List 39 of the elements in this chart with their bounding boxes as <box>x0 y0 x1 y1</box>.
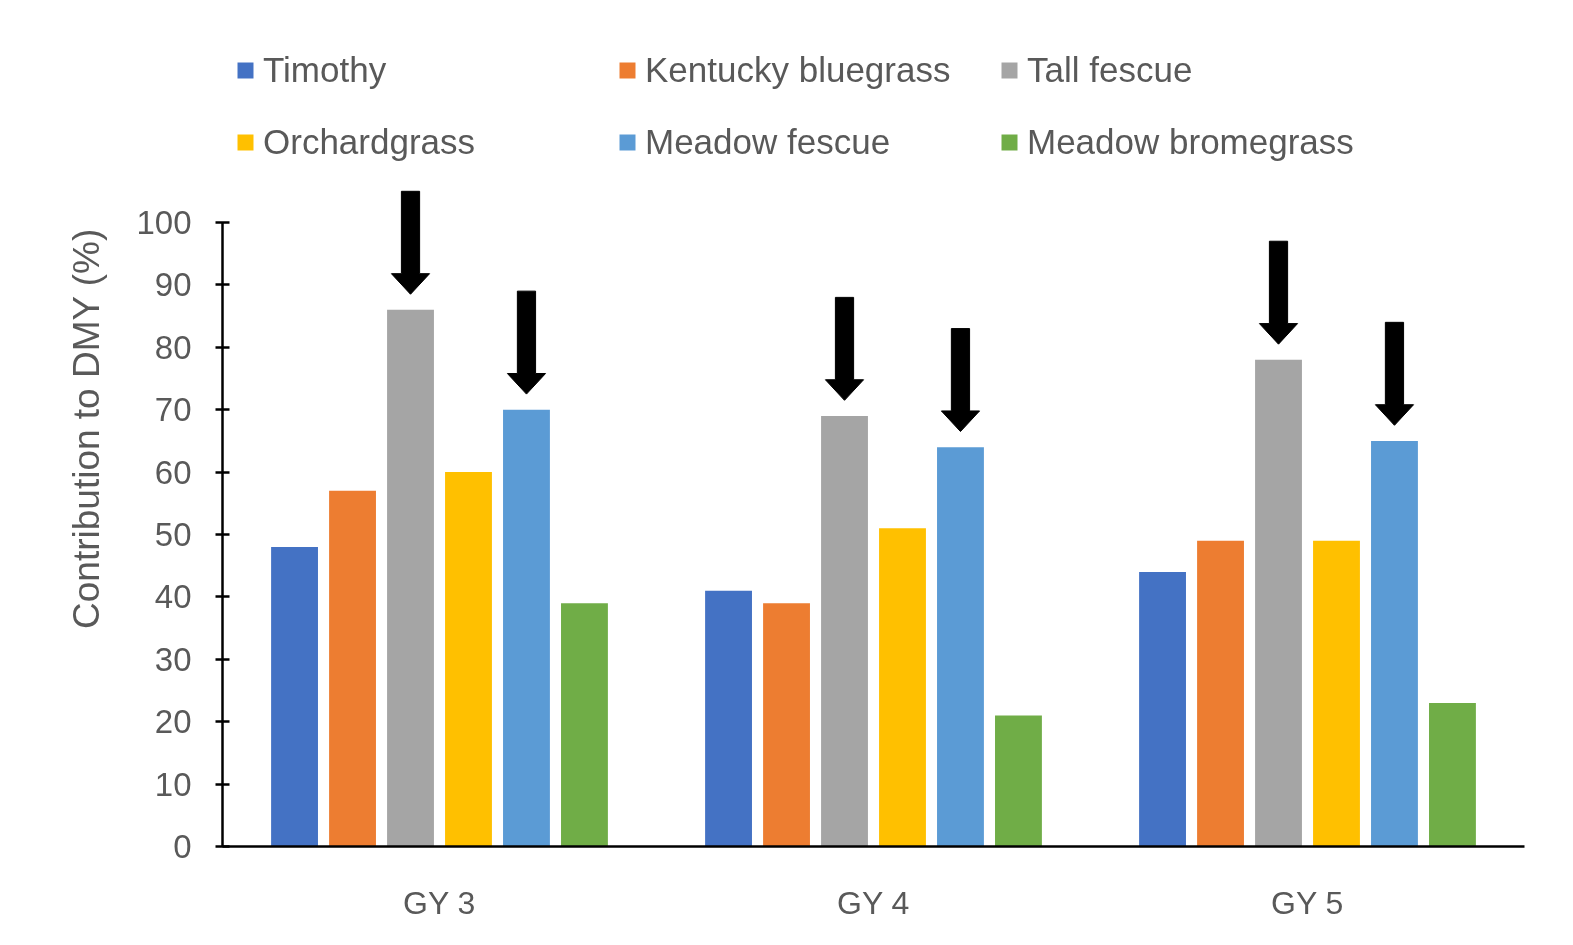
legend-label: Meadow bromegrass <box>1027 122 1354 162</box>
y-tick-label: 90 <box>154 266 192 304</box>
bar <box>445 472 492 847</box>
y-tick-label: 50 <box>154 516 192 553</box>
y-tick-label: 60 <box>154 453 192 491</box>
bar <box>1371 440 1418 847</box>
legend-label: Kentucky bluegrass <box>645 50 952 90</box>
bar <box>1139 571 1186 847</box>
bar <box>1197 540 1244 847</box>
bar <box>705 590 752 847</box>
y-axis-title: Contribution to DMY (%) <box>66 228 108 629</box>
y-tick-label: 40 <box>154 578 192 616</box>
y-tick-label: 10 <box>154 765 192 803</box>
bar <box>1255 359 1302 847</box>
legend-label: Timothy <box>263 50 388 90</box>
bar <box>1429 702 1476 847</box>
y-tick-label: 0 <box>173 828 192 865</box>
bar <box>271 546 318 847</box>
bar <box>995 715 1042 847</box>
bar <box>503 409 550 847</box>
bar <box>387 309 434 847</box>
bar <box>879 528 926 847</box>
y-tick-label: 20 <box>154 703 192 741</box>
legend-label: Meadow fescue <box>645 122 892 162</box>
bar <box>937 447 984 847</box>
y-tick-label: 30 <box>154 640 192 678</box>
bar <box>763 603 810 847</box>
y-tick-label: 70 <box>154 391 192 429</box>
y-tick-label: 80 <box>154 328 192 366</box>
x-tick-label: GY 4 <box>837 884 910 921</box>
legend-label: Tall fescue <box>1027 50 1194 90</box>
x-tick-label: GY 5 <box>1271 884 1344 921</box>
x-tick-label: GY 3 <box>403 884 476 921</box>
bar <box>561 603 608 847</box>
bar <box>329 490 376 847</box>
legend-label: Orchardgrass <box>263 122 477 162</box>
y-tick-label: 100 <box>136 204 192 241</box>
bar <box>821 415 868 847</box>
bar <box>1313 540 1360 847</box>
